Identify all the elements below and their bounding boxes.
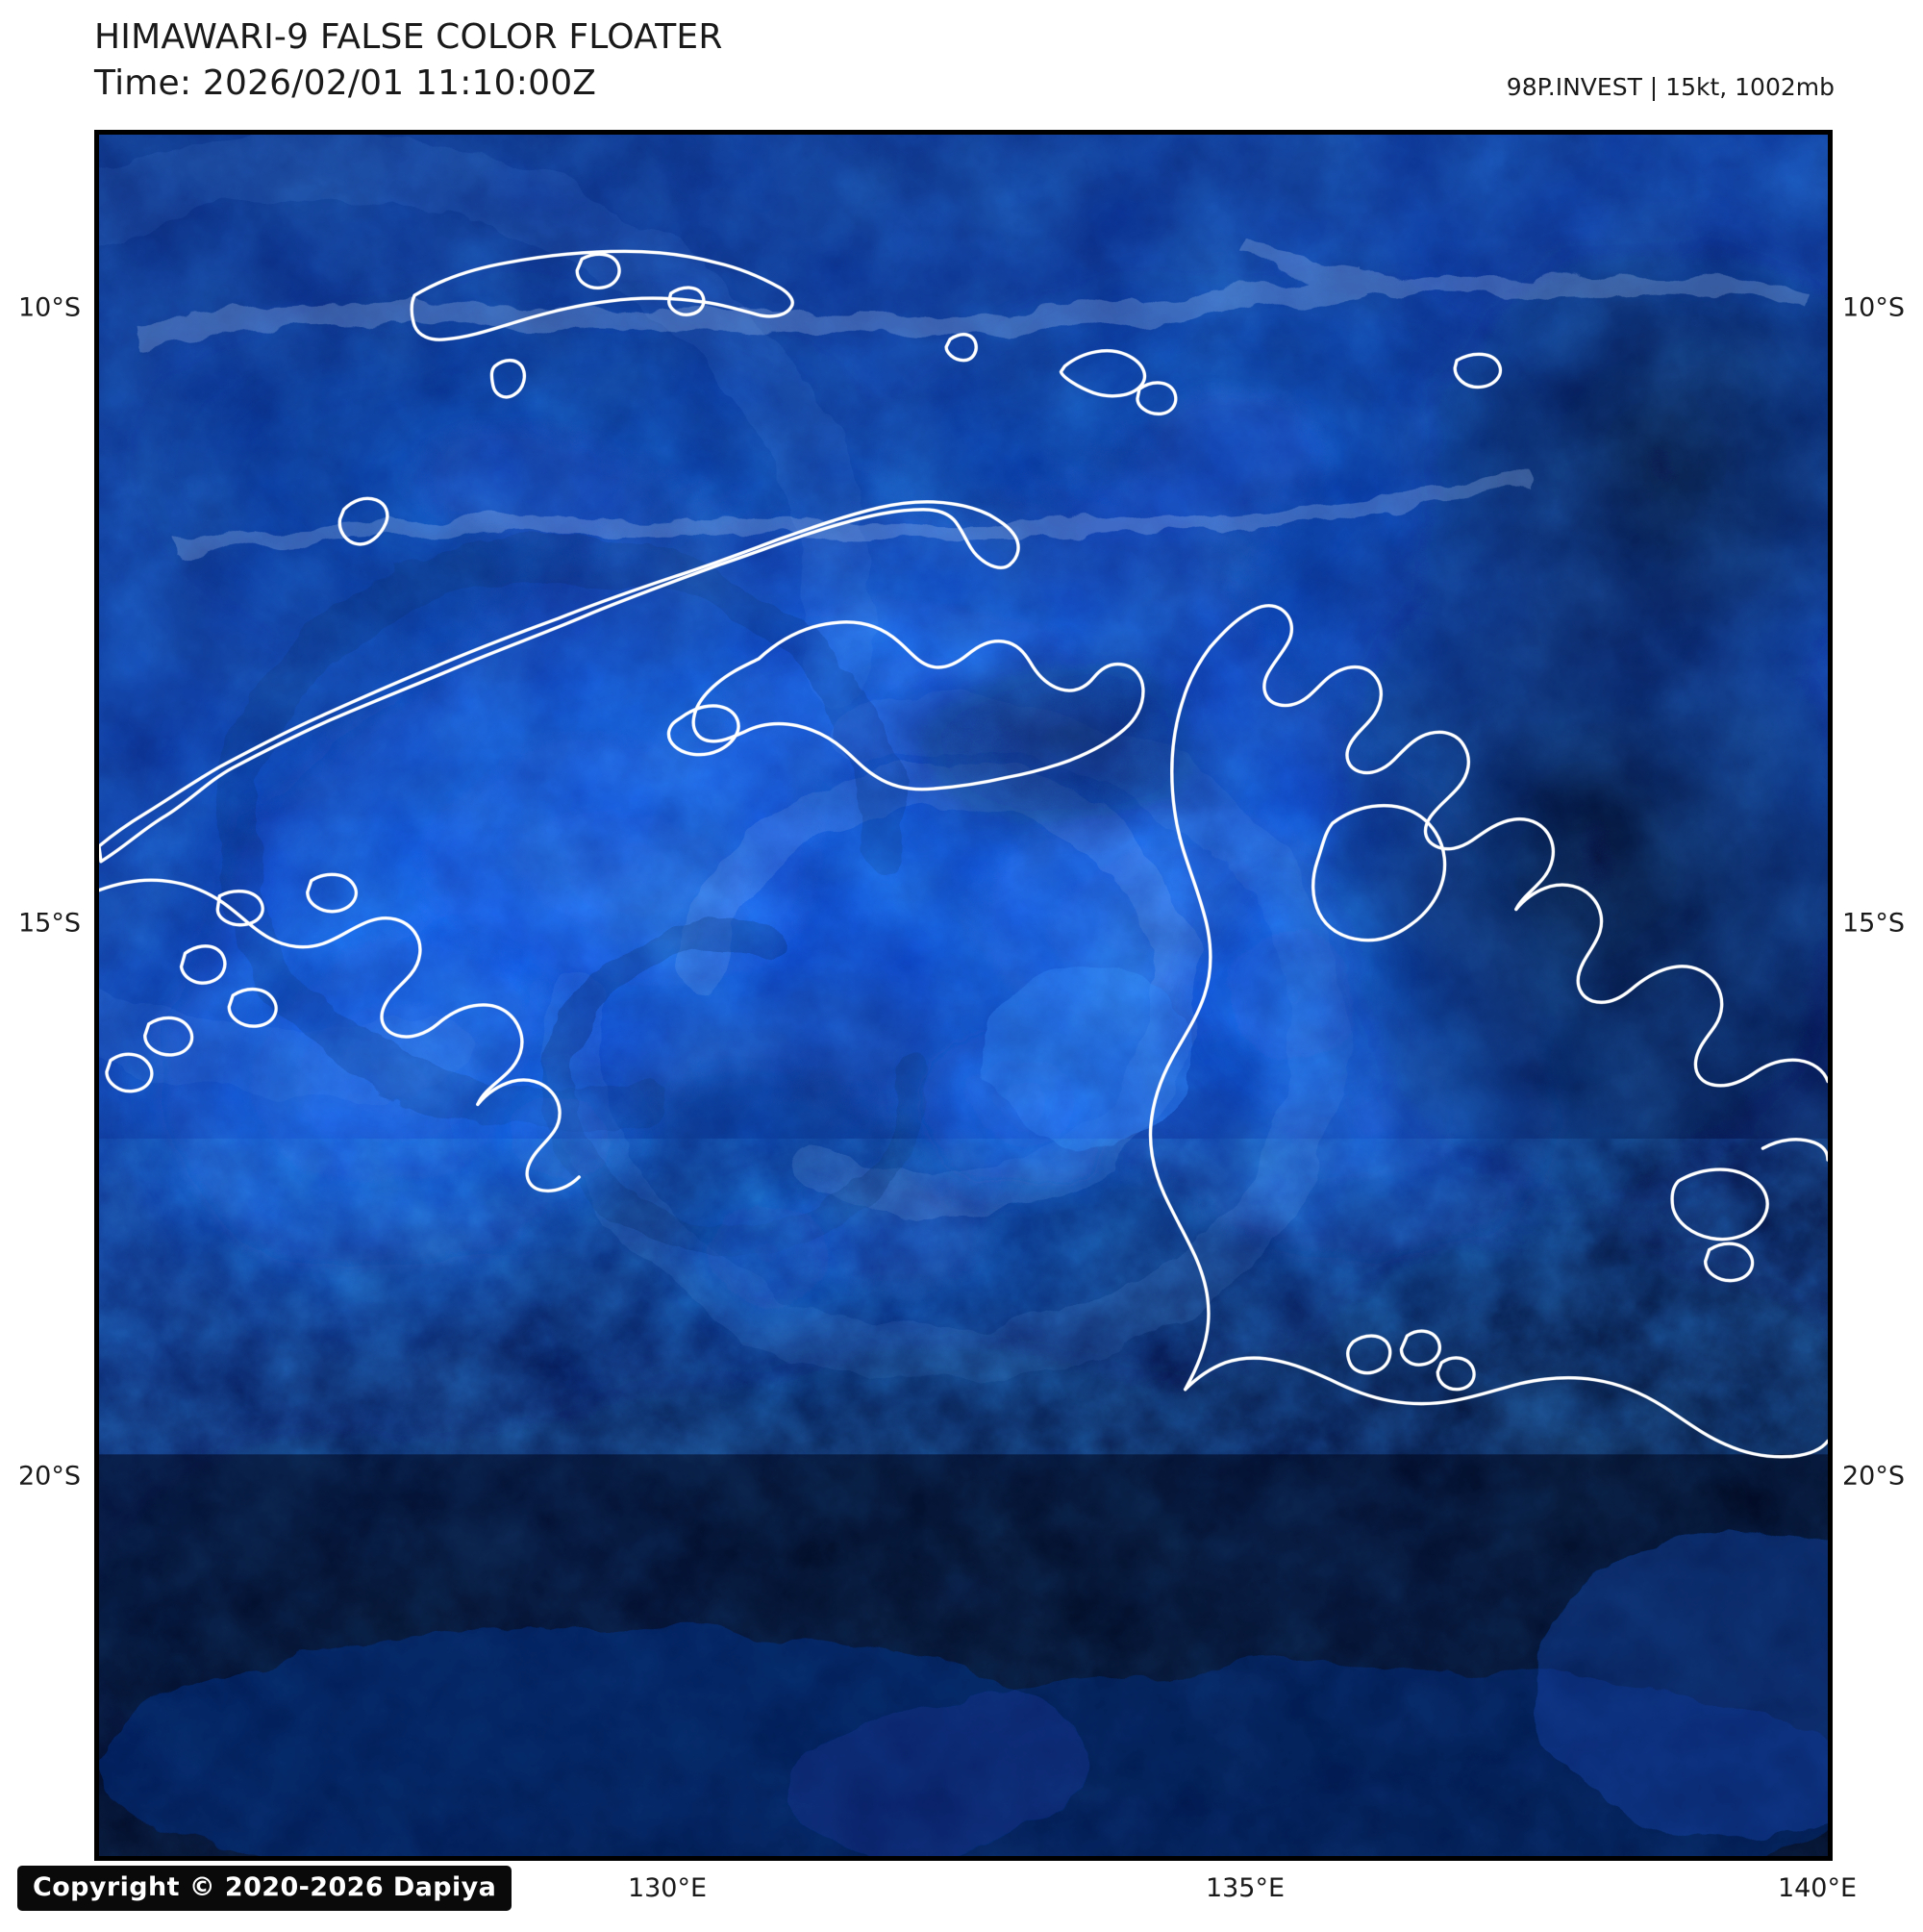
satellite-image-panel bbox=[94, 130, 1833, 1861]
copyright-badge: Copyright © 2020-2026 Dapiya bbox=[17, 1866, 512, 1911]
page-title: HIMAWARI-9 FALSE COLOR FLOATER bbox=[94, 17, 723, 57]
lat-label-left-20s: 20°S bbox=[18, 1461, 81, 1492]
lon-label-140e: 140°E bbox=[1777, 1873, 1858, 1903]
lat-label-left-10s: 10°S bbox=[18, 292, 81, 323]
lon-label-130e: 130°E bbox=[627, 1873, 708, 1903]
timestamp-label: Time: 2026/02/01 11:10:00Z bbox=[94, 63, 597, 103]
storm-info-label: 98P.INVEST | 15kt, 1002mb bbox=[1506, 73, 1835, 101]
lat-label-right-15s: 15°S bbox=[1842, 908, 1905, 939]
lat-label-left-15s: 15°S bbox=[18, 908, 81, 939]
lat-label-right-20s: 20°S bbox=[1842, 1461, 1905, 1492]
lat-label-right-10s: 10°S bbox=[1842, 292, 1905, 323]
satellite-imagery bbox=[99, 135, 1828, 1856]
coastline-overlay bbox=[99, 249, 1828, 1459]
lon-label-135e: 135°E bbox=[1205, 1873, 1286, 1903]
